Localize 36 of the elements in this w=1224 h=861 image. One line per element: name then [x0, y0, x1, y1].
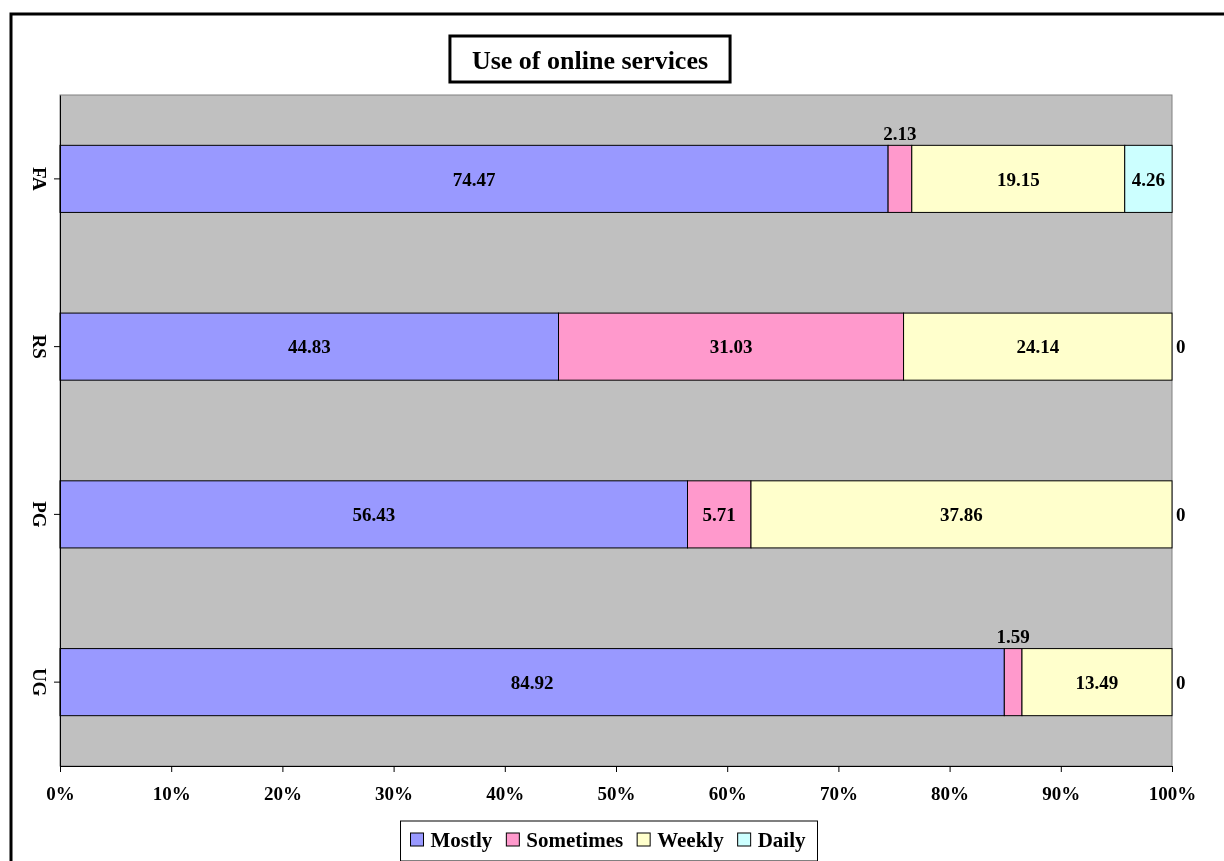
chart-title: Use of online services [471, 46, 709, 76]
data-label: 84.92 [510, 671, 554, 693]
x-tick-label: 60% [708, 782, 747, 804]
data-label: 1.59 [996, 626, 1030, 648]
legend-label: Mostly [430, 828, 493, 853]
data-label: 13.49 [1075, 671, 1119, 693]
legend-label: Weekly [657, 828, 725, 853]
legend-label: Daily [757, 828, 806, 853]
data-label: 2.13 [883, 122, 917, 144]
data-label: 74.47 [452, 168, 496, 190]
x-tick-label: 90% [1042, 782, 1081, 804]
data-label: 0 [1176, 336, 1186, 358]
data-label: 37.86 [940, 504, 983, 526]
x-tick-label: 20% [263, 782, 302, 804]
x-tick-label: 100% [1148, 782, 1197, 804]
data-label: 24.14 [1016, 336, 1060, 358]
x-tick-label: 50% [597, 782, 636, 804]
data-label: 44.83 [287, 336, 331, 358]
x-tick-label: 0% [46, 782, 75, 804]
y-tick-label: FA [29, 166, 51, 192]
data-label: 5.71 [702, 504, 736, 526]
data-label: 56.43 [352, 504, 396, 526]
x-tick-label: 40% [486, 782, 525, 804]
data-label: 0 [1176, 671, 1186, 693]
y-tick-label: PG [29, 501, 51, 528]
y-tick-label: RS [29, 334, 51, 359]
x-tick-label: 10% [152, 782, 191, 804]
data-label: 0 [1176, 504, 1186, 526]
data-label: 4.26 [1131, 168, 1166, 190]
x-tick-label: 30% [375, 782, 414, 804]
data-label: 19.15 [996, 168, 1040, 190]
x-tick-label: 80% [931, 782, 970, 804]
x-tick-label: 70% [819, 782, 858, 804]
data-label: 31.03 [709, 336, 753, 358]
legend-label: Sometimes [526, 828, 624, 853]
y-tick-label: UG [29, 667, 51, 697]
